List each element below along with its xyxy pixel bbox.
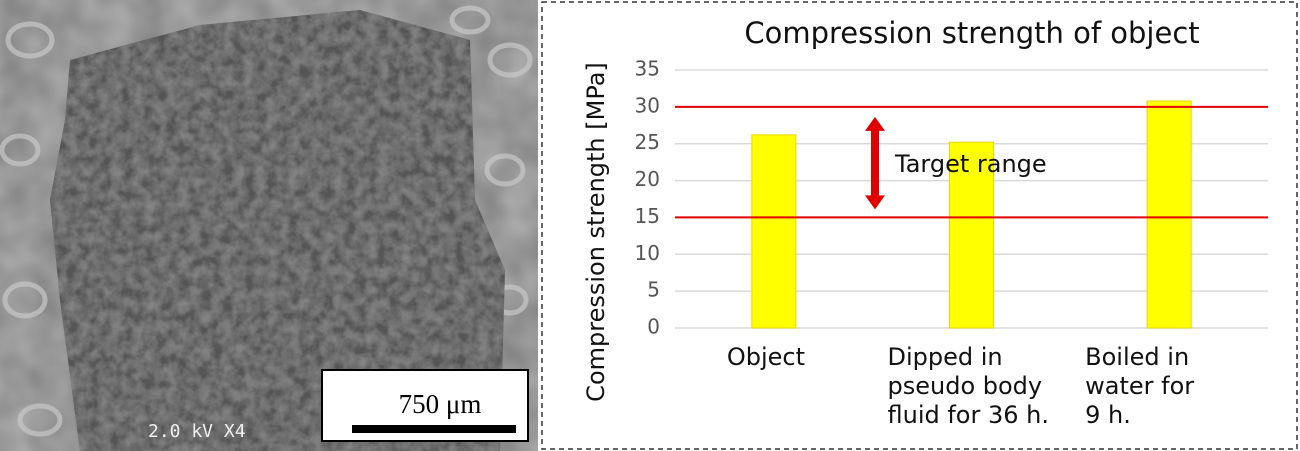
y-tick-label: 0 — [647, 315, 660, 339]
x-tick-label: Boiled in water for 9 h. — [1085, 343, 1195, 429]
scale-label: 750 μm — [399, 389, 482, 419]
bar — [949, 141, 994, 329]
x-tick-label: Object — [726, 343, 805, 371]
scale-bar — [352, 425, 516, 433]
chart-title: Compression strength of object — [744, 16, 1199, 50]
annotation-arrow — [865, 116, 885, 210]
y-tick-label: 15 — [635, 204, 660, 228]
y-tick-label: 10 — [635, 241, 660, 265]
y-tick-label: 5 — [647, 278, 660, 302]
y-tick-label: 25 — [635, 130, 660, 154]
sem-caption: 2.0 kV X4 — [148, 421, 246, 442]
annotation: Target range — [894, 150, 1047, 178]
y-axis-label: Compression strength [MPa] — [582, 62, 610, 402]
sem-image: 2.0 kV X4 750 μm — [0, 0, 538, 451]
y-tick-label: 20 — [635, 167, 660, 191]
x-tick-label: Dipped in pseudo body fluid for 36 h. — [887, 343, 1050, 429]
bar — [751, 134, 797, 329]
bar — [1146, 100, 1192, 329]
y-tick-label: 30 — [635, 93, 660, 117]
y-tick-label: 35 — [635, 57, 660, 81]
